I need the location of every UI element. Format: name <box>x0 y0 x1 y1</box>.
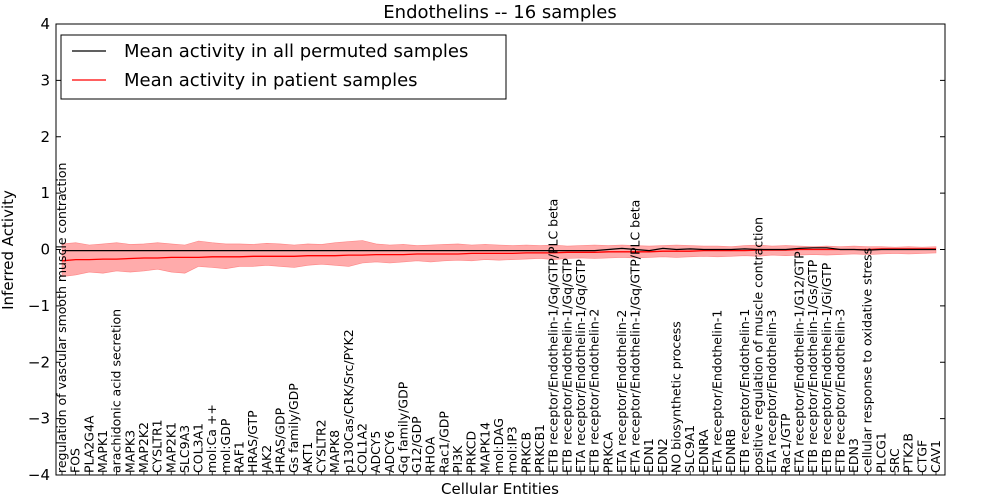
entity-label: EDN1 <box>641 438 656 473</box>
entity-label: ETA receptor/Endothelin-1/G12/GTP <box>791 251 806 473</box>
entity-label: PTK2B <box>901 433 916 473</box>
entity-label: Gs family/GDP <box>286 383 301 473</box>
y-tick-label: −1 <box>28 297 50 315</box>
entity-label: SLC9A1 <box>682 425 697 473</box>
entity-label: COL3A1 <box>191 423 206 473</box>
y-tick-label: 3 <box>40 71 50 89</box>
entity-label: ETB receptor/Endothelin-3 <box>832 309 847 473</box>
entity-label: ADCY6 <box>382 431 397 473</box>
legend-label-permuted: Mean activity in all permuted samples <box>124 41 468 62</box>
entity-label: MAP2K2 <box>136 422 151 473</box>
entity-label: Gq family/GDP <box>395 381 410 473</box>
entity-label: Rac1/GTP <box>778 413 793 473</box>
y-tick-label: 2 <box>40 128 50 146</box>
entity-label: ETB receptor/Endothelin-1/Gs/GTP <box>805 259 820 473</box>
entity-label: ETA receptor/Endothelin-2 <box>614 310 629 473</box>
entity-label: CAV1 <box>928 440 943 473</box>
y-axis-ticks-layer: 4 3 2 1 0 −1 −2 −3 −4 <box>28 15 945 484</box>
entity-label: arachidonic acid secretion <box>109 309 124 473</box>
entity-label: mol:GDP <box>218 418 233 473</box>
entity-label: MAPK8 <box>327 430 342 473</box>
entity-label: SLC9A3 <box>177 425 192 473</box>
entity-label: cellular response to oxidative stress <box>860 248 875 473</box>
entity-label: HRAS/GTP <box>245 410 260 473</box>
entity-label: positive regulation of muscle contractio… <box>751 217 766 473</box>
entity-label: PI3K <box>450 445 465 473</box>
legend: Mean activity in all permuted samples Me… <box>60 34 507 100</box>
entity-label: FOS <box>68 448 83 473</box>
entity-label: MAPK1 <box>95 430 110 473</box>
entity-label: RHOA <box>423 436 438 473</box>
entity-label: COL1A2 <box>354 423 369 473</box>
entity-label: ETB receptor/Endothelin-1/Gq/GTP/PLC bet… <box>546 199 561 473</box>
entity-label: RAF1 <box>232 441 247 473</box>
entity-label: SRC <box>887 448 902 473</box>
entity-label: p130Cas/CRK/Src/PYK2 <box>341 329 356 473</box>
entity-label: EDNRA <box>696 429 711 473</box>
entity-label: MAPK14 <box>477 422 492 473</box>
y-tick-label: 4 <box>40 15 50 33</box>
chart-title: Endothelins -- 16 samples <box>383 2 616 23</box>
entity-label: ETB receptor/Endothelin-2 <box>587 309 602 473</box>
entity-label: ETA receptor/Endothelin-1/Gq/GTP <box>573 259 588 473</box>
entity-label: HRAS/GDP <box>273 407 288 473</box>
y-tick-label: −2 <box>28 353 50 371</box>
entity-label: EDN3 <box>846 438 861 473</box>
entity-label: CYSLTR1 <box>150 419 165 473</box>
legend-box <box>60 34 507 100</box>
entity-label: AKT1 <box>300 442 315 473</box>
y-tick-label: 1 <box>40 184 50 202</box>
entity-label: PRKCB <box>518 432 533 473</box>
entity-label: G12/GDP <box>409 416 424 473</box>
entity-label: PLCG1 <box>873 432 888 473</box>
entity-label: PLA2G4A <box>81 415 96 473</box>
entity-label: ETB receptor/Endothelin-1/Gq/GTP <box>559 258 574 473</box>
entity-label: ETA receptor/Endothelin-1 <box>710 310 725 473</box>
entity-label: ETA receptor/Endothelin-1/Gq/GTP/PLC bet… <box>628 200 643 473</box>
entity-label: EDNRB <box>723 429 738 473</box>
permuted-mean-line <box>62 247 936 252</box>
entity-label: MAPK3 <box>122 430 137 473</box>
entity-label: MAP2K1 <box>163 422 178 473</box>
entity-label: PRKCA <box>600 432 615 473</box>
entity-label: ADCY5 <box>368 431 383 473</box>
y-tick-label: −3 <box>28 410 50 428</box>
legend-label-patient: Mean activity in patient samples <box>124 70 418 91</box>
entity-label: mol:IP3 <box>505 426 520 473</box>
entity-label: Rac1/GDP <box>436 411 451 473</box>
patient-mean-line <box>61 248 936 262</box>
entity-label: JAK2 <box>259 445 274 474</box>
entity-label: EDN2 <box>655 438 670 473</box>
x-axis-label: Cellular Entities <box>441 480 559 498</box>
entity-label: CTGF <box>914 440 929 473</box>
entity-label: ETA receptor/Endothelin-3 <box>764 310 779 473</box>
y-tick-label: 0 <box>40 241 50 259</box>
entity-label: CYSLTR2 <box>314 419 329 473</box>
entity-label: NO biosynthetic process <box>669 321 684 473</box>
entity-label: ETB receptor/Endothelin-1/Gi/GTP <box>819 262 834 473</box>
entity-label: mol:Ca ++ <box>204 404 219 473</box>
entity-label: mol:DAG <box>491 418 506 473</box>
entity-label: PRKCB1 <box>532 424 547 473</box>
entity-label: regulation of vascular smooth muscle con… <box>54 163 69 473</box>
y-tick-label: −4 <box>28 466 50 484</box>
entity-label: PRKCD <box>464 431 479 473</box>
series-lines-layer <box>61 247 936 262</box>
entity-label: ETB receptor/Endothelin-1 <box>737 309 752 473</box>
entity-labels-layer: regulation of vascular smooth muscle con… <box>54 163 943 474</box>
y-axis-label: Inferred Activity <box>0 190 17 310</box>
